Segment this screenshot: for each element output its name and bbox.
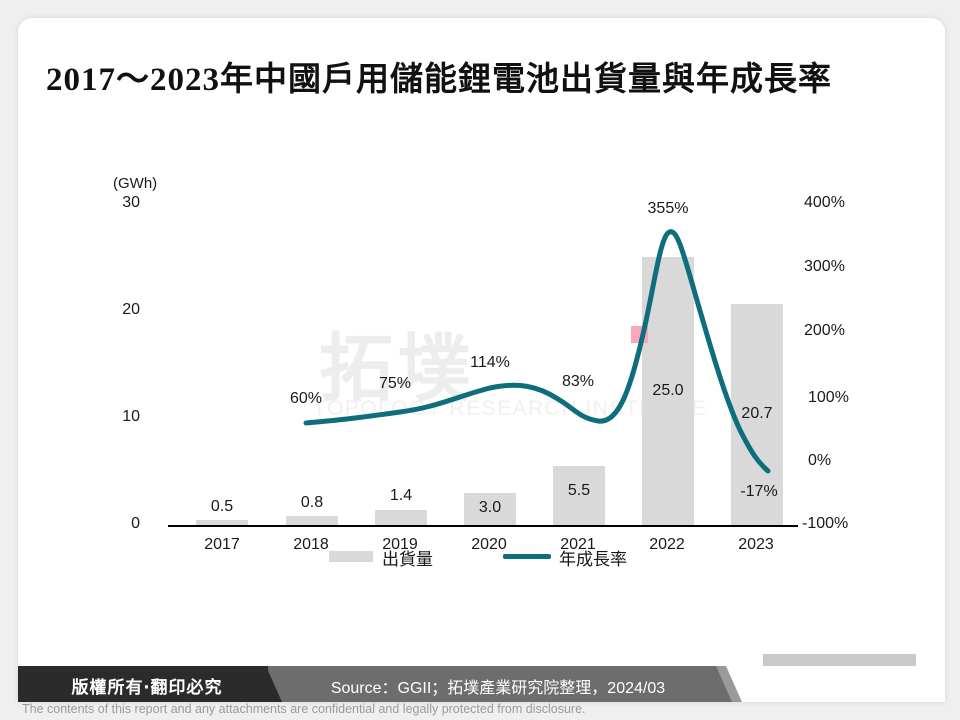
rate-label-2019: 75%: [378, 375, 412, 392]
x-tick-2022: 2022: [649, 536, 685, 553]
bar-label-2019: 1.4: [389, 487, 413, 504]
rate-label-2021: 83%: [561, 373, 595, 390]
copyright-text: 版權所有‧翻印必究: [71, 678, 223, 697]
bar-label-2018: 0.8: [300, 494, 324, 511]
x-tick-2020: 2020: [471, 536, 507, 553]
x-tick-2018: 2018: [293, 536, 329, 553]
legend-label-line: 年成長率: [559, 550, 627, 569]
y-tick-0: 0: [131, 515, 140, 532]
bar-2019: [375, 510, 427, 525]
legend-swatch-bar: [329, 551, 373, 562]
bar-label-2017: 0.5: [210, 498, 234, 515]
y-axis-unit: (GWh): [113, 175, 158, 192]
bar-label-2021: 5.5: [567, 482, 591, 499]
rate-label-2018: 60%: [289, 390, 323, 407]
pink-marker: [631, 326, 648, 343]
footer-top-accent: [763, 654, 916, 666]
rate-label-2022: 355%: [647, 200, 689, 217]
trendforce-logo: TRENDFORCE: [744, 666, 945, 702]
rate-label-2020: 114%: [470, 354, 510, 371]
y2-tick-neg100: -100%: [802, 515, 849, 532]
y2-tick-100: 100%: [808, 389, 849, 406]
y-tick-10: 10: [122, 408, 140, 425]
page-title: 2017～2023年中國戶用儲能鋰電池出貨量與年成長率: [46, 62, 832, 98]
x-tick-2023: 2023: [738, 536, 774, 553]
copyright-banner: [18, 666, 268, 702]
y2-tick-300: 300%: [804, 258, 845, 275]
bar-2017: [196, 520, 248, 525]
bar-label-2020: 3.0: [478, 499, 502, 516]
x-tick-2021: 2021: [560, 536, 596, 553]
bar-label-2022: 25.0: [652, 382, 684, 399]
legend-label-bar: 出貨量: [382, 550, 433, 569]
y2-tick-400: 400%: [804, 194, 845, 211]
bar-label-2023: 20.7: [741, 405, 773, 422]
y-tick-30: 30: [122, 194, 140, 211]
y-tick-20: 20: [122, 301, 140, 318]
x-tick-2017: 2017: [204, 536, 240, 553]
disclaimer-text: The contents of this report and any atta…: [22, 702, 586, 716]
x-tick-2019: 2019: [382, 536, 418, 553]
bar-2018: [286, 516, 338, 525]
bar-2020: [464, 493, 516, 525]
legend-swatch-line: [503, 554, 551, 559]
y2-tick-200: 200%: [804, 322, 845, 339]
footer: TRENDFORCE 版權所有‧翻印必究 Source：GGII；拓墣產業研究院…: [18, 648, 945, 702]
bar-2021: [553, 466, 605, 525]
x-axis-line: [168, 525, 798, 527]
source-text: Source：GGII；拓墣產業研究院整理，2024/03: [330, 680, 666, 697]
rate-label-2023: -17%: [740, 483, 778, 500]
slide-card: 2017～2023年中國戶用儲能鋰電池出貨量與年成長率 拓墣 TOPOLOGY …: [18, 18, 945, 702]
y2-tick-0: 0%: [808, 452, 832, 469]
chart-canvas: 拓墣 TOPOLOGY RESEARCH INSTITUTE (GWh) 30 …: [18, 18, 945, 702]
